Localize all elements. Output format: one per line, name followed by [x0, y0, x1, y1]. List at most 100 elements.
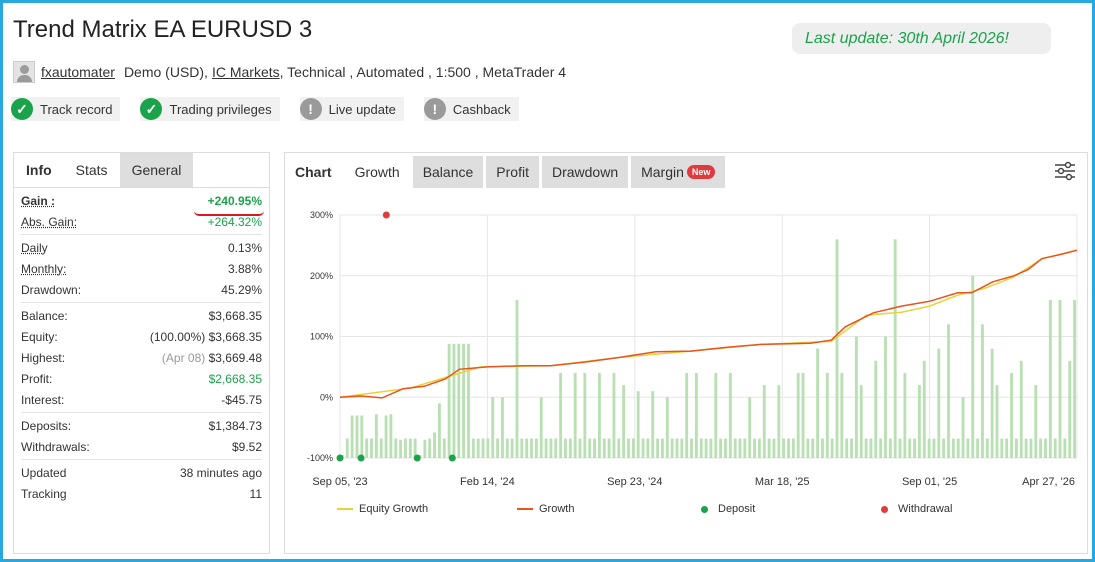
chart-bar	[869, 438, 873, 458]
stat-value: $2,668.35	[208, 371, 262, 386]
chart-bar	[937, 348, 941, 458]
stat-label: Deposits:	[21, 418, 72, 433]
chart-bar	[1039, 438, 1043, 458]
badge-cashback[interactable]: ! Cashback	[423, 97, 519, 121]
stat-value: $1,384.73	[208, 418, 262, 433]
tab-chart[interactable]: Chart	[295, 164, 332, 180]
chart-panel: Chart Growth Balance Profit Drawdown Mar…	[284, 152, 1088, 554]
tab-margin[interactable]: Margin New	[631, 156, 726, 188]
chart-bar	[719, 438, 723, 458]
stat-label: Highest:	[21, 350, 66, 365]
tab-drawdown[interactable]: Drawdown	[541, 156, 629, 188]
badge-live-update[interactable]: ! Live update	[299, 97, 404, 121]
chart-bar	[399, 439, 403, 458]
chart-bar	[1063, 438, 1067, 458]
legend-label: Deposit	[718, 503, 756, 515]
chart-bar	[1029, 438, 1033, 458]
chart-bar	[433, 432, 436, 458]
tab-balance[interactable]: Balance	[412, 156, 484, 188]
page-title: Trend Matrix EA EURUSD 3	[13, 16, 313, 43]
chart-bar	[714, 372, 718, 458]
chart-bar	[670, 438, 674, 458]
chart-bar	[627, 438, 630, 458]
chart-bar	[879, 438, 883, 458]
chart-bar	[888, 438, 892, 458]
chart-bar	[636, 391, 640, 458]
avatar[interactable]	[13, 61, 35, 83]
deposit-point	[357, 454, 365, 462]
legend-withdrawal[interactable]: Withdrawal	[881, 503, 952, 515]
chart-bar	[525, 438, 529, 458]
badge-track-record[interactable]: ✓ Track record	[11, 97, 121, 121]
chart-bar	[602, 438, 606, 458]
tab-info[interactable]: Info	[26, 162, 52, 178]
chart-bar	[365, 438, 369, 458]
chart-bar	[1010, 372, 1013, 458]
stat-label[interactable]: Daily	[21, 240, 48, 255]
stat-label: Equity:	[21, 329, 58, 344]
chart-bar	[471, 438, 475, 458]
stat-label[interactable]: Abs. Gain:	[21, 214, 78, 229]
badge-trading-privileges[interactable]: ✓ Trading privileges	[140, 97, 280, 121]
x-tick-label: Sep 23, '24	[607, 476, 662, 488]
tab-general[interactable]: General	[119, 153, 194, 187]
chart-bar	[515, 300, 519, 458]
stat-label[interactable]: Monthly:	[21, 261, 67, 276]
stat-profit: Profit: $2,668.35	[21, 368, 262, 389]
chart-bar	[656, 438, 660, 458]
stat-updated: Updated 38 minutes ago	[21, 462, 262, 483]
chart-bar	[486, 438, 490, 458]
chart-bar	[1048, 300, 1052, 458]
legend-label: Equity Growth	[359, 503, 429, 515]
chart-bar	[724, 438, 727, 458]
tab-growth[interactable]: Growth	[354, 164, 400, 180]
chart-bar	[631, 438, 635, 458]
chart-legend: Equity Growth Growth Deposit Withdrawal	[285, 503, 1085, 523]
stat-label[interactable]: Gain :	[21, 193, 56, 208]
chart-bar	[661, 438, 664, 458]
legend-equity-growth[interactable]: Equity Growth	[337, 503, 428, 515]
chart-bar	[709, 438, 713, 458]
settings-sliders-icon[interactable]	[1054, 161, 1076, 181]
stat-value: 38 minutes ago	[179, 465, 262, 480]
user-link[interactable]: fxautomater	[41, 64, 115, 80]
chart-bar	[917, 385, 921, 458]
stat-label: Profit:	[21, 371, 53, 386]
chart-bar	[651, 391, 655, 458]
chart-bar	[932, 438, 936, 458]
chart-bar	[379, 438, 383, 458]
legend-growth[interactable]: Growth	[517, 503, 574, 515]
x-tick-label: Feb 14, '24	[460, 476, 515, 488]
chart-bar	[966, 438, 970, 458]
chart-bar	[549, 438, 553, 458]
exclamation-icon: !	[423, 98, 446, 120]
chart-bar	[908, 438, 912, 458]
chart-bar	[796, 372, 800, 458]
tab-profit[interactable]: Profit	[486, 156, 539, 188]
stat-label: Updated	[21, 465, 67, 480]
tab-stats[interactable]: Stats	[63, 153, 120, 187]
exclamation-icon: !	[299, 98, 322, 120]
chart-bar	[481, 438, 485, 458]
y-tick-label: 100%	[310, 332, 333, 342]
broker-link[interactable]: IC Markets	[211, 64, 280, 80]
chart-bar	[981, 324, 984, 458]
chart-bar	[806, 438, 810, 458]
chart-bar	[1034, 385, 1038, 458]
x-tick-label: Apr 27, '26	[1022, 476, 1075, 488]
y-tick-label: 200%	[310, 271, 333, 281]
chart-bar	[520, 438, 524, 458]
chart-bar	[835, 239, 839, 458]
chart-bar	[961, 397, 965, 458]
stat-daily: Daily 0.13%	[21, 237, 262, 258]
chart-bar	[559, 372, 563, 458]
chart-tabs: Chart Growth Balance Profit Drawdown Mar…	[285, 156, 728, 188]
x-tick-label: Sep 01, '25	[902, 476, 957, 488]
chart-bar	[772, 438, 776, 458]
legend-deposit[interactable]: Deposit	[701, 503, 755, 515]
chart-bar	[990, 348, 994, 458]
chart-bar	[680, 438, 684, 458]
x-tick-label: Mar 18, '25	[755, 476, 810, 488]
chart-bar	[922, 360, 926, 458]
chart-bar	[782, 438, 786, 458]
